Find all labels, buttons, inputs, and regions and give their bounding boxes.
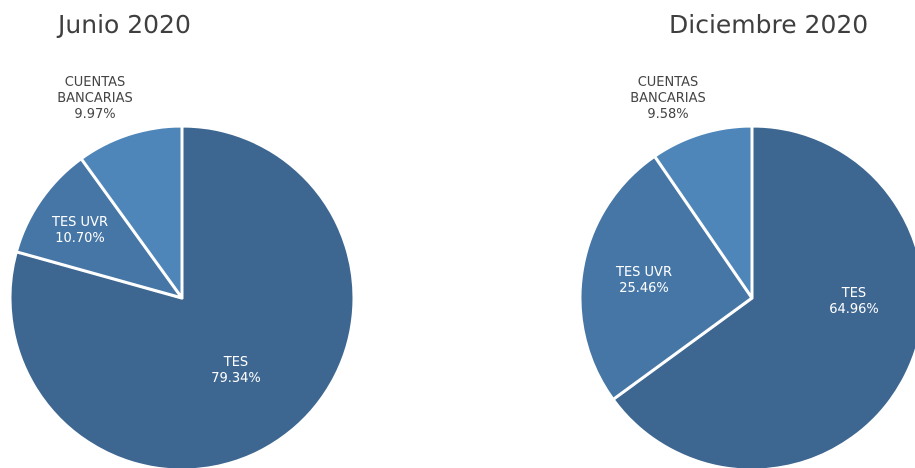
slice-label-cuentas-bancarias: CUENTAS BANCARIAS 9.58% <box>630 75 706 122</box>
pie-chart-diciembre: TES 64.96% TES UVR 25.46% CUENTAS BANCARIAS 9.… <box>578 75 915 468</box>
pie-slice-tes-uvr <box>578 154 754 401</box>
pie-slice-cuentas-bancarias <box>79 124 184 300</box>
chart-title-diciembre: Diciembre 2020 <box>669 10 869 39</box>
slice-label-tes-uvr: TES UVR 10.70% <box>51 215 108 246</box>
pie-slice-tes-uvr <box>14 157 184 300</box>
slice-label-tes: TES 79.34% <box>211 355 261 386</box>
slice-label-tes-uvr: TES UVR 25.46% <box>615 265 672 296</box>
slice-label-tes: TES 64.96% <box>829 286 879 317</box>
slice-label-cuentas-bancarias: CUENTAS BANCARIAS 9.97% <box>57 75 133 122</box>
pie-chart-junio: TES 79.34% TES UVR 10.70% CUENTAS BANCARIAS 9.… <box>8 75 356 468</box>
pie-slice-cuentas-bancarias <box>653 124 754 300</box>
pie-slice-tes <box>611 124 915 468</box>
chart-title-junio: Junio 2020 <box>58 10 191 39</box>
